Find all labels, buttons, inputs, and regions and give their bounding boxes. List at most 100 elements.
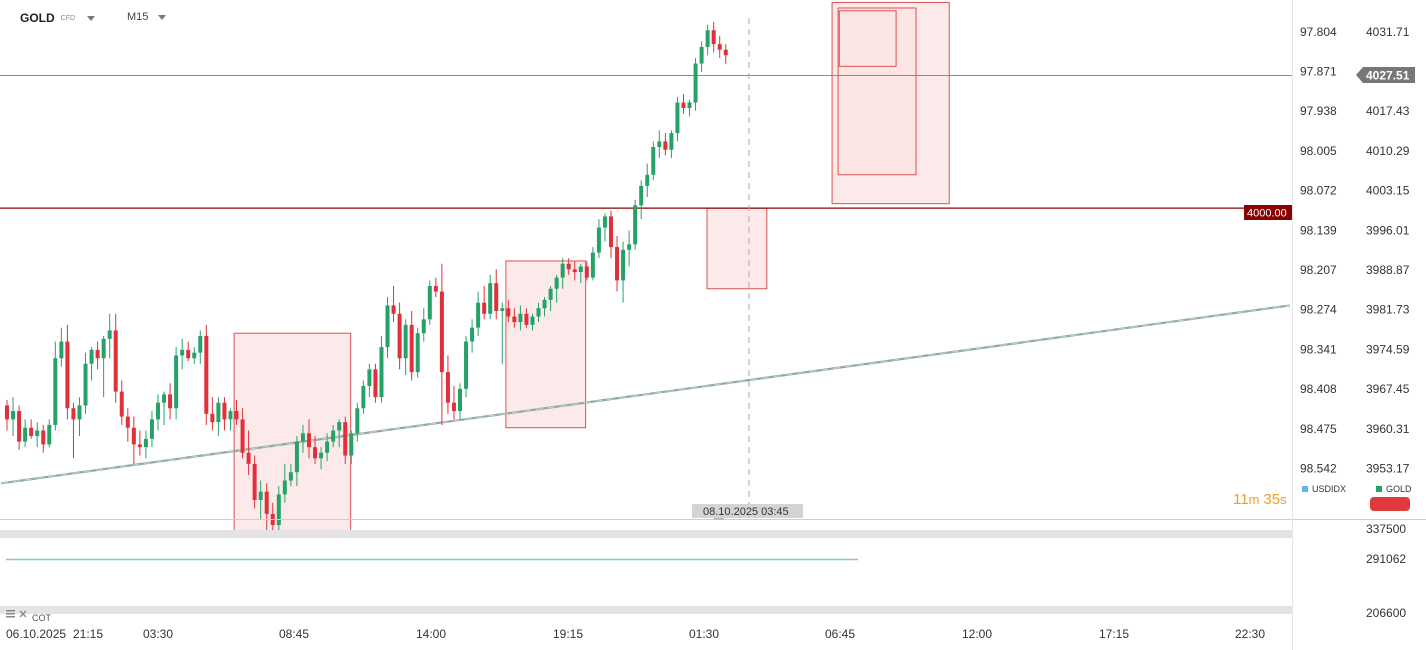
- current-price-label: 4027.51: [1366, 69, 1410, 83]
- candle-body: [113, 330, 118, 392]
- candle: [657, 130, 662, 159]
- candle-body: [198, 335, 203, 353]
- cot-menu-icon[interactable]: [6, 610, 15, 618]
- symbol-selector[interactable]: GOLD CFD: [20, 11, 96, 25]
- candle: [216, 397, 221, 437]
- candle: [131, 416, 136, 464]
- candle-body: [137, 444, 142, 448]
- candle-body: [572, 269, 577, 273]
- timeframe-selector[interactable]: M15: [127, 11, 167, 23]
- candle-body: [71, 408, 76, 420]
- candle-body: [391, 305, 396, 314]
- candle-body: [192, 352, 197, 359]
- candle-body: [35, 430, 40, 437]
- candle: [639, 180, 644, 220]
- candle-body: [149, 419, 154, 439]
- candle-body: [482, 302, 487, 314]
- close-icon[interactable]: [19, 610, 27, 618]
- candle: [711, 21, 716, 53]
- time-tick-label: 14:00: [416, 627, 446, 641]
- candle-body: [282, 480, 287, 495]
- candle-body: [349, 433, 354, 456]
- candle: [602, 213, 607, 242]
- zone-box[interactable]: [838, 10, 897, 67]
- candle-body: [162, 394, 167, 403]
- candle: [669, 130, 674, 159]
- candle-body: [5, 405, 9, 420]
- candle: [294, 436, 299, 487]
- candle: [645, 163, 650, 198]
- candle-body: [500, 308, 505, 311]
- usdidx-tick-label: 98.139: [1300, 223, 1337, 237]
- candle: [596, 219, 601, 259]
- chevron-down-icon: [87, 15, 96, 21]
- candle-body: [83, 363, 88, 406]
- candle: [566, 258, 571, 275]
- candle: [488, 274, 493, 320]
- time-tick-label: 06:45: [825, 627, 855, 641]
- candle: [276, 486, 281, 531]
- cot-band-top: [0, 530, 1292, 538]
- candle: [325, 433, 330, 462]
- candle-body: [530, 316, 535, 325]
- candle-body: [168, 394, 173, 409]
- candle-body: [59, 341, 64, 359]
- candle: [693, 58, 698, 111]
- zone-box[interactable]: [505, 260, 587, 429]
- candle-body: [222, 402, 227, 420]
- candle-body: [331, 430, 336, 442]
- legend-gold: GOLD: [1386, 484, 1412, 494]
- candle-body: [252, 463, 257, 500]
- candle: [717, 35, 722, 59]
- candle-body: [319, 452, 324, 459]
- candle-body: [584, 266, 589, 278]
- cot-band-bottom: [0, 606, 1292, 614]
- candle: [421, 308, 426, 342]
- price-tick-label: 4017.43: [1366, 104, 1410, 118]
- time-tick-label: 03:30: [143, 627, 173, 641]
- candle: [5, 399, 9, 431]
- candle-body: [143, 438, 148, 448]
- candle-body: [101, 338, 106, 359]
- candle: [349, 430, 354, 464]
- candle-body: [717, 44, 722, 50]
- cot-tick-label: 291062: [1366, 552, 1406, 566]
- candle-body: [651, 146, 656, 175]
- usdidx-legend-swatch: [1302, 486, 1308, 492]
- candle: [500, 302, 505, 364]
- candle-body: [415, 333, 420, 373]
- candle: [264, 483, 269, 531]
- candle: [385, 297, 390, 359]
- candle-body: [609, 216, 613, 248]
- candle: [560, 258, 565, 289]
- candle: [524, 308, 529, 328]
- candle: [47, 419, 52, 448]
- candle-body: [693, 63, 698, 103]
- candle-body: [361, 386, 366, 409]
- candle: [29, 419, 34, 439]
- zone-box[interactable]: [706, 207, 768, 290]
- candle-body: [41, 430, 46, 445]
- time-tick-label: 21:15: [73, 627, 103, 641]
- candle-body: [11, 411, 16, 420]
- candle: [300, 424, 305, 453]
- candle: [41, 424, 46, 453]
- candle-body: [325, 441, 330, 453]
- usdidx-tick-label: 97.871: [1300, 65, 1337, 79]
- candle: [101, 335, 106, 398]
- candle-body: [409, 324, 414, 373]
- candle: [391, 285, 396, 323]
- candle-body: [687, 102, 692, 109]
- candle: [162, 391, 167, 425]
- candle: [427, 280, 432, 325]
- candle: [373, 363, 378, 403]
- candle: [723, 44, 728, 64]
- price-tick-label: 3967.45: [1366, 382, 1410, 396]
- candle: [35, 422, 40, 448]
- price-tick-label: 3974.59: [1366, 342, 1410, 356]
- candle: [584, 260, 589, 281]
- candle: [530, 313, 535, 331]
- candle: [119, 380, 124, 425]
- candle-body: [518, 313, 523, 323]
